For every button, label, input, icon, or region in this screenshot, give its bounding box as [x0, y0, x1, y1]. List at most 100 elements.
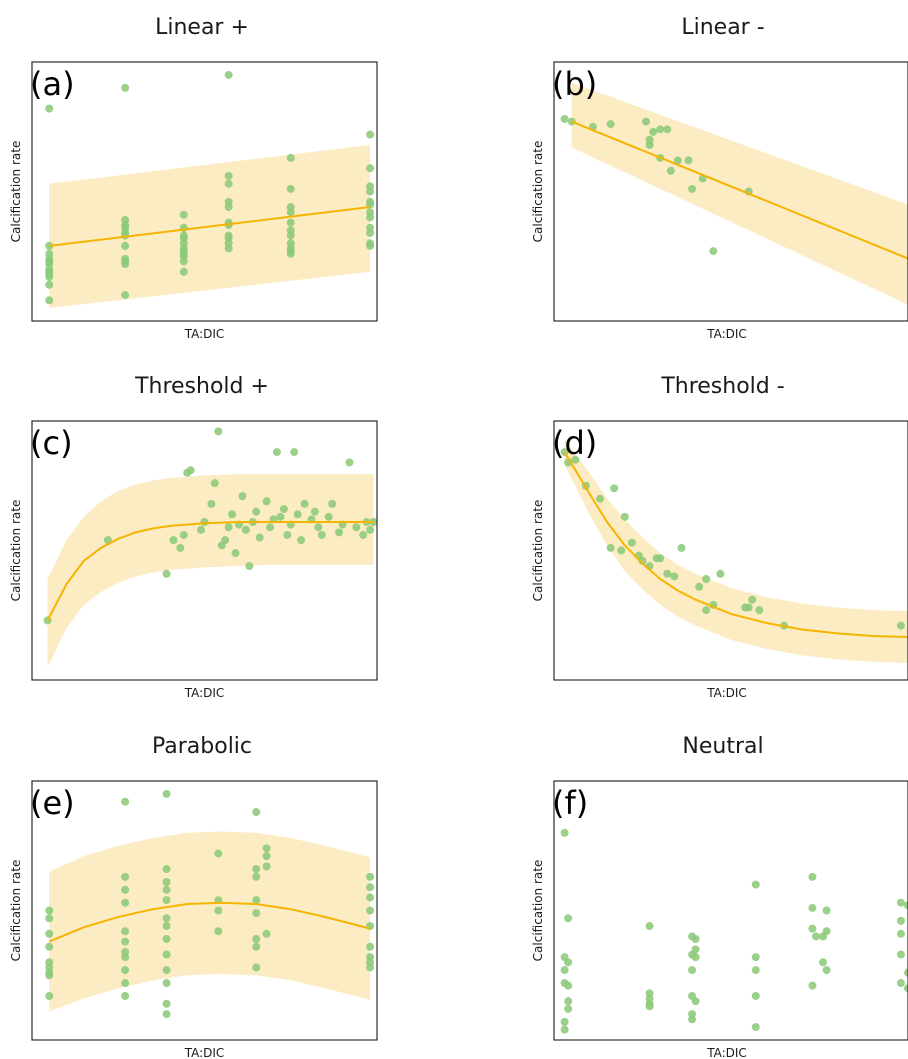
data-point	[366, 893, 375, 902]
data-point	[224, 70, 233, 79]
data-point	[751, 991, 760, 1000]
data-point	[162, 789, 171, 798]
data-point	[709, 247, 718, 256]
data-point	[179, 267, 188, 276]
plot-area	[560, 439, 908, 663]
axes-frame	[31, 61, 378, 322]
data-point	[224, 203, 233, 212]
data-point	[328, 499, 337, 508]
data-point	[286, 218, 295, 227]
x-axis-label: TA:DIC	[184, 327, 225, 341]
data-point	[702, 574, 711, 583]
data-point	[231, 549, 240, 558]
data-point	[366, 942, 375, 951]
data-point	[819, 932, 828, 941]
data-point	[310, 507, 319, 516]
data-point	[262, 929, 271, 938]
data-point	[162, 865, 171, 874]
data-point	[645, 140, 654, 149]
x-axis-label: TA:DIC	[184, 686, 225, 700]
plot-area	[45, 70, 375, 309]
data-point	[283, 530, 292, 539]
plot-area	[43, 427, 377, 668]
data-point	[245, 562, 254, 571]
data-point	[716, 569, 725, 578]
data-point	[751, 966, 760, 975]
data-point	[252, 507, 261, 516]
plot-area	[560, 82, 908, 305]
data-point	[252, 896, 261, 905]
data-point	[121, 291, 130, 300]
data-point	[564, 914, 573, 923]
plot-area	[45, 789, 375, 1019]
axes-frame	[553, 420, 908, 681]
data-point	[252, 942, 261, 951]
data-point	[262, 852, 271, 861]
panel-f: (f) Neutral TA:DIC Calcification rate	[531, 734, 908, 1059]
data-point	[121, 937, 130, 946]
data-point	[702, 606, 711, 615]
data-point	[45, 296, 54, 305]
data-point	[200, 518, 209, 527]
y-axis-label: Calcification rate	[9, 141, 23, 243]
panel-label: (f)	[552, 784, 588, 822]
data-point	[286, 184, 295, 193]
data-point	[896, 979, 905, 988]
data-point	[224, 171, 233, 180]
data-point	[688, 966, 697, 975]
data-point	[286, 249, 295, 258]
data-point	[214, 849, 223, 858]
panel-e: (e) Parabolic TA:DIC Calcification rate	[9, 734, 378, 1059]
data-point	[560, 966, 569, 975]
data-point	[162, 934, 171, 943]
y-axis-label: Calcification rate	[531, 500, 545, 602]
data-point	[207, 499, 216, 508]
data-point	[162, 885, 171, 894]
data-point	[45, 104, 54, 113]
data-point	[808, 924, 817, 933]
data-point	[314, 523, 323, 532]
data-point	[359, 530, 368, 539]
data-point	[297, 536, 306, 545]
data-point	[162, 966, 171, 975]
data-point	[45, 942, 54, 951]
data-point	[656, 554, 665, 563]
data-point	[345, 458, 354, 467]
data-point	[214, 427, 223, 436]
data-point	[366, 872, 375, 881]
data-point	[684, 156, 693, 165]
data-point	[162, 569, 171, 578]
panel-label: (d)	[552, 424, 597, 462]
data-point	[179, 530, 188, 539]
data-point	[238, 492, 247, 501]
data-point	[262, 497, 271, 506]
panel-a: (a) Linear + TA:DIC Calcification rate	[9, 15, 378, 341]
data-point	[642, 117, 651, 126]
panel-title: Threshold +	[134, 374, 269, 399]
data-point	[366, 164, 375, 173]
data-point	[560, 1025, 569, 1034]
data-point	[197, 525, 206, 534]
data-point	[162, 999, 171, 1008]
y-axis-label: Calcification rate	[531, 141, 545, 243]
data-point	[649, 127, 658, 136]
panel-title: Neutral	[682, 734, 763, 759]
data-point	[366, 883, 375, 892]
data-point	[744, 603, 753, 612]
confidence-band	[49, 831, 371, 1012]
data-point	[121, 885, 130, 894]
data-point	[560, 828, 569, 837]
data-point	[121, 953, 130, 962]
data-point	[596, 494, 605, 503]
panel-b: (b) Linear - TA:DIC Calcification rate	[531, 15, 908, 341]
data-point	[121, 979, 130, 988]
data-point	[228, 510, 237, 519]
data-point	[276, 512, 285, 521]
data-point	[121, 927, 130, 936]
confidence-band	[571, 82, 908, 305]
data-point	[162, 950, 171, 959]
data-point	[279, 505, 288, 514]
data-point	[252, 808, 261, 817]
data-point	[896, 929, 905, 938]
data-point	[366, 906, 375, 915]
